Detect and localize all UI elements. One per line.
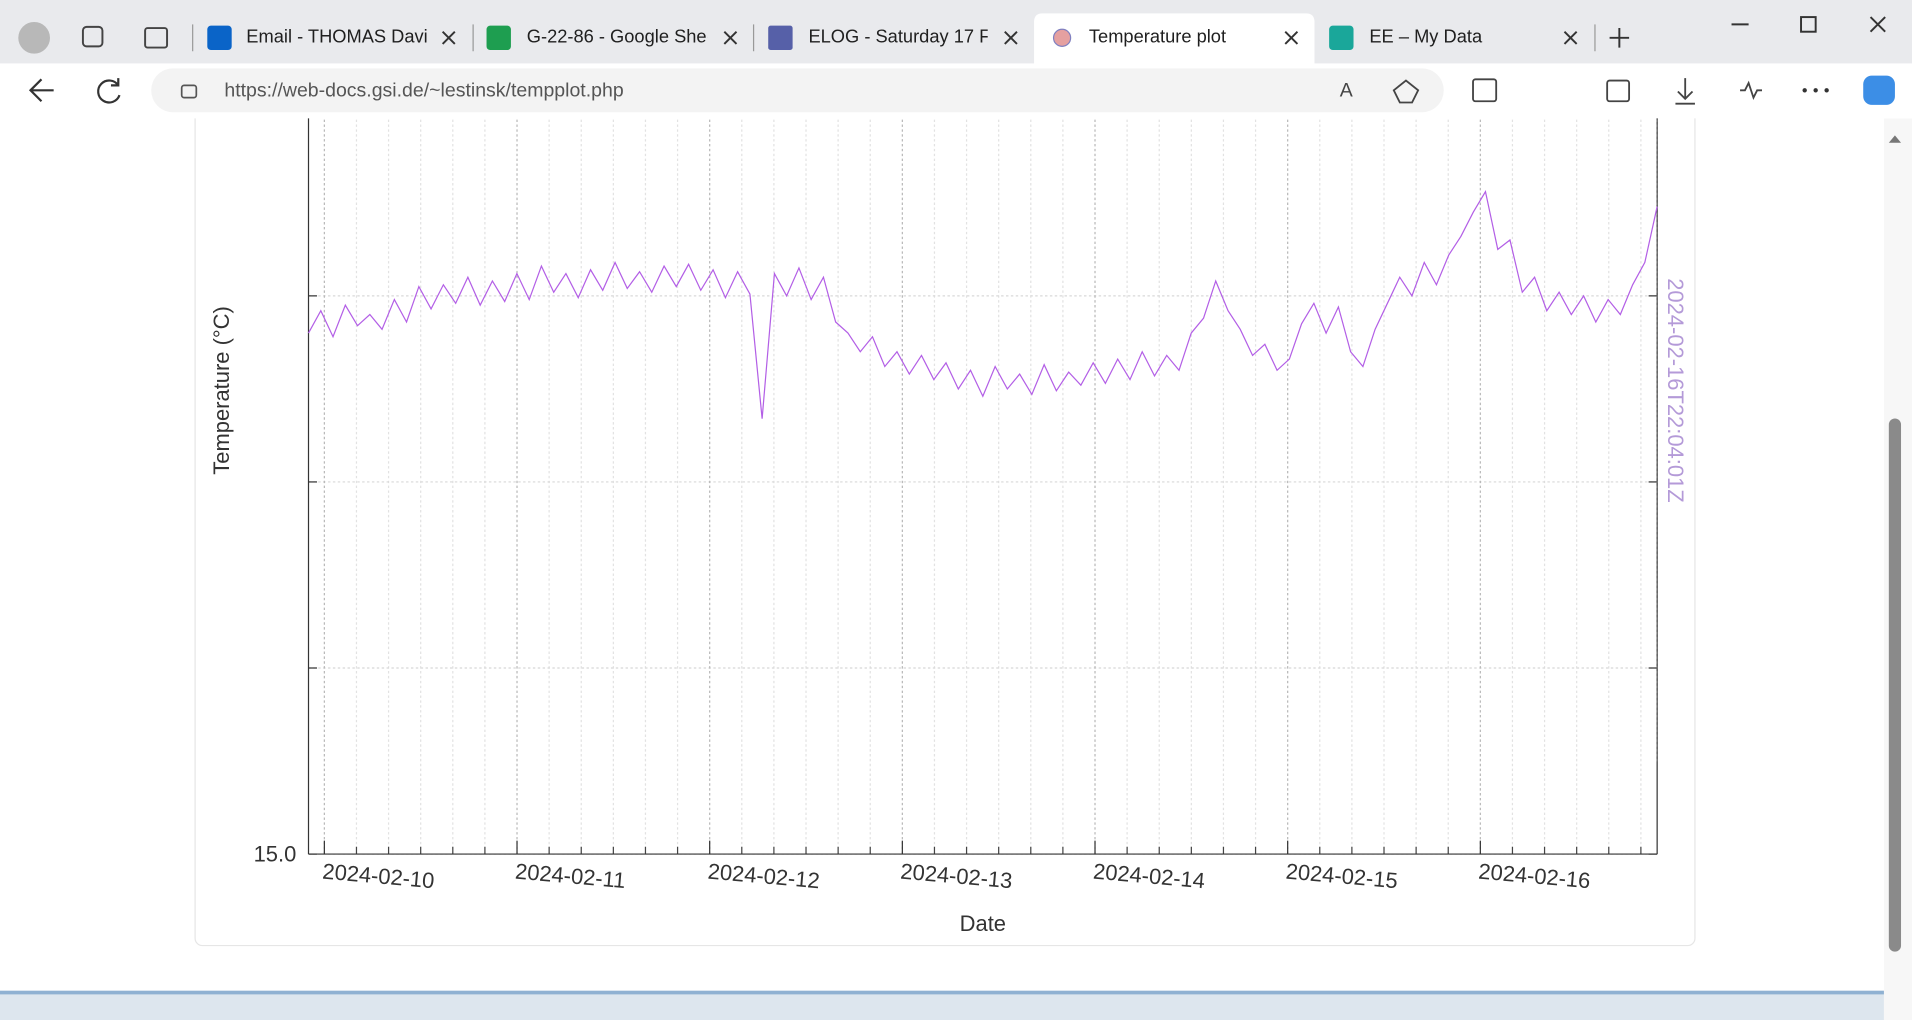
- tab-title[interactable]: Email - THOMAS Davin: [246, 26, 438, 47]
- tab-title[interactable]: ELOG - Saturday 17 Fe: [808, 26, 1000, 47]
- menu-dot[interactable]: [1802, 88, 1807, 93]
- profile-icon[interactable]: [18, 21, 50, 54]
- tab-actions-icon[interactable]: [144, 27, 169, 49]
- annotation: 2024-02-16T22:04:01Z: [1663, 278, 1688, 502]
- bottom-line: [0, 990, 1884, 995]
- collections[interactable]: [1606, 79, 1631, 103]
- tab-close-buttons: [441, 16, 1886, 48]
- split-screen[interactable]: [1472, 78, 1498, 103]
- new-tab[interactable]: [1609, 28, 1630, 48]
- y-axis-label: Temperature (°C): [209, 306, 234, 475]
- scroll-up[interactable]: [1888, 135, 1902, 143]
- copilot[interactable]: [1863, 75, 1895, 105]
- tab-close[interactable]: [1563, 31, 1578, 45]
- tab-icon: [486, 25, 511, 51]
- y-tick-label: 15.0: [254, 841, 297, 866]
- maximize[interactable]: [1800, 16, 1817, 33]
- menu-dot[interactable]: [1813, 88, 1818, 93]
- menu-dot[interactable]: [1824, 88, 1829, 93]
- scrollbar-thumb[interactable]: [1888, 418, 1902, 952]
- tab-strip: [0, 0, 1912, 64]
- url[interactable]: https://web-docs.gsi.de/~lestinsk/temppl…: [224, 80, 623, 102]
- tab-icon: [1329, 25, 1354, 51]
- health[interactable]: [1740, 80, 1763, 100]
- toolbar-icons: [1392, 78, 1763, 105]
- tab-icon: [207, 25, 232, 51]
- active-tab[interactable]: [1034, 13, 1315, 64]
- x-axis-label: Date: [960, 911, 1006, 936]
- browser-chrome: Email - THOMAS Davin G-22-86 - Google Sh…: [0, 0, 1912, 119]
- favorite[interactable]: [1392, 79, 1420, 104]
- nav-icons: [28, 78, 121, 104]
- tab-icon: [768, 25, 793, 51]
- workspaces-icon[interactable]: [81, 25, 104, 48]
- tab-icon: [1052, 28, 1072, 47]
- tab-title[interactable]: EE – My Data: [1369, 26, 1483, 47]
- tab-title[interactable]: Temperature plot: [1089, 26, 1226, 47]
- close-window[interactable]: [1869, 16, 1886, 33]
- lock-icon[interactable]: [180, 84, 198, 99]
- reload[interactable]: [97, 78, 121, 104]
- read-aloud[interactable]: A: [1340, 80, 1353, 102]
- tab-close[interactable]: [1284, 31, 1299, 45]
- tab-close[interactable]: [1004, 31, 1018, 45]
- tab-close[interactable]: [723, 31, 738, 45]
- address-bar[interactable]: [151, 68, 1444, 113]
- series-line: [307, 190, 1658, 419]
- tab-title[interactable]: G-22-86 - Google Shee: [527, 26, 717, 47]
- tab-close[interactable]: [441, 31, 456, 45]
- downloads[interactable]: [1675, 78, 1695, 105]
- bottom-bar: [0, 990, 1884, 1020]
- back[interactable]: [28, 78, 54, 103]
